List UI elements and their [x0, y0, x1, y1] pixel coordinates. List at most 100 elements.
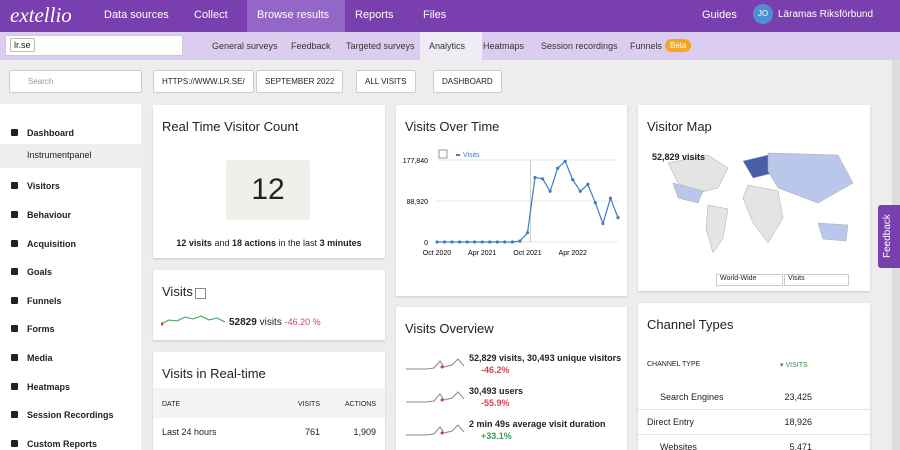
- visits-line: 52829 visits -46.20 %: [229, 317, 321, 328]
- sidebar-item[interactable]: Media: [27, 353, 53, 363]
- card-title: Visits Over Time: [405, 119, 500, 134]
- x-tick-label: Apr 2022: [559, 250, 588, 257]
- point: [495, 240, 499, 244]
- sidebar-icon: [11, 411, 18, 418]
- sidebar-item[interactable]: Goals: [27, 267, 53, 277]
- visits-card: Visits 52829 visits -46.20 %: [153, 270, 385, 340]
- td: 5,471: [789, 442, 812, 450]
- overview-change: -46.2%: [481, 365, 510, 375]
- point: [616, 216, 620, 220]
- y-tick-label: 0: [424, 240, 428, 247]
- summary-text: and: [214, 238, 230, 248]
- th-text: VISITS: [785, 362, 808, 369]
- nav-item[interactable]: Files: [423, 9, 447, 21]
- map-select[interactable]: World-Wide: [716, 274, 783, 286]
- card-title: Channel Types: [647, 317, 734, 332]
- sparkline: [161, 315, 226, 326]
- th: VISITS: [297, 401, 320, 408]
- toolbar-button[interactable]: DASHBOARD: [433, 70, 502, 93]
- toolbar-button[interactable]: HTTPS://WWW.LR.SE/: [153, 70, 254, 93]
- sparkline: [406, 358, 464, 370]
- map-select[interactable]: Visits: [784, 274, 849, 286]
- td: 1,909: [353, 427, 376, 437]
- user-name[interactable]: Läramas Riksförbund: [778, 9, 874, 20]
- tab[interactable]: General surveys: [212, 41, 278, 51]
- tab-active-bg: [420, 32, 482, 60]
- sidebar-item[interactable]: Forms: [27, 324, 55, 334]
- sidebar-icon: [11, 325, 18, 332]
- nav-item[interactable]: Data sources: [104, 9, 169, 21]
- point: [510, 240, 515, 244]
- tab[interactable]: Funnels: [630, 41, 663, 51]
- point: [533, 175, 537, 180]
- tab[interactable]: Heatmaps: [483, 41, 525, 51]
- sparkline: [406, 391, 464, 403]
- sidebar-icon: [11, 354, 18, 361]
- card-title: Visitor Map: [647, 119, 712, 134]
- sidebar-icon: [11, 129, 18, 136]
- sidebar-item[interactable]: Visitors: [27, 181, 60, 191]
- overview-card: Visits Overview 52,829 visits, 30,493 un…: [396, 307, 627, 450]
- top-nav: extellio Data sources Collect Browse resul…: [0, 0, 900, 32]
- sidebar-icon: [11, 211, 18, 218]
- td: 18,926: [784, 417, 812, 427]
- toolbar-button[interactable]: ALL VISITS: [356, 70, 416, 93]
- point: [488, 240, 492, 244]
- sidebar-item[interactable]: Funnels: [27, 296, 62, 306]
- sidebar-item[interactable]: Acquisition: [27, 239, 76, 249]
- nav-item[interactable]: Browse results: [257, 9, 330, 21]
- guides[interactable]: Guides: [702, 9, 737, 21]
- icon: [195, 288, 206, 299]
- visits-value: 52829: [229, 317, 257, 328]
- x-tick-label: Oct 2021: [513, 250, 542, 257]
- point: [578, 189, 582, 193]
- nav-active-bg: [247, 0, 345, 32]
- toolbar-button[interactable]: SEPTEMBER 2022: [256, 70, 344, 93]
- line-chart: 0 88,920 177,840 Oct 2020 Apr 2021 Oct 2021 Ap…: [403, 149, 620, 257]
- sidebar-item[interactable]: Behaviour: [27, 210, 72, 220]
- avatar[interactable]: JO: [753, 4, 773, 24]
- filter-chip[interactable]: lr.se: [10, 38, 35, 52]
- point: [525, 231, 530, 235]
- filter-input[interactable]: lr.se: [5, 35, 183, 56]
- td: Search Engines: [660, 392, 724, 402]
- sidebar-icon: [11, 268, 18, 275]
- brand[interactable]: extellio: [10, 3, 72, 27]
- feedback-label[interactable]: Feedback: [882, 214, 893, 258]
- sidebar-item[interactable]: Dashboard: [27, 128, 75, 138]
- sidebar-icon: [11, 440, 18, 447]
- beta-badge: Beta: [665, 39, 692, 52]
- tab[interactable]: Session recordings: [541, 41, 618, 51]
- point: [458, 240, 462, 244]
- point: [435, 240, 439, 244]
- tab[interactable]: Feedback: [291, 41, 331, 51]
- legend-icon: [438, 149, 448, 159]
- tab[interactable]: Analytics: [429, 41, 466, 51]
- point: [450, 240, 454, 244]
- point: [571, 178, 575, 182]
- point: [442, 240, 447, 244]
- sidebar-item[interactable]: Custom Reports: [27, 439, 98, 449]
- td: Websites: [660, 442, 697, 450]
- visits-over-time-card: Visits Over Time 0 88,920 177,840 Oct 2020 A…: [396, 105, 627, 296]
- nav-item[interactable]: Collect: [194, 9, 228, 21]
- feedback-tab[interactable]: Feedback: [878, 205, 900, 268]
- sidebar-item[interactable]: Session Recordings: [27, 410, 114, 420]
- realtime-table-card: Visits in Real-time DATE VISITS ACTIONS …: [153, 352, 385, 450]
- card-title: Visits: [162, 284, 193, 299]
- tab[interactable]: Targeted surveys: [346, 41, 415, 51]
- sidebar-sub-item[interactable]: Instrumentpanel: [27, 150, 92, 160]
- nav-item[interactable]: Reports: [355, 9, 394, 21]
- td: Last 24 hours: [162, 427, 217, 437]
- th: ACTIONS: [344, 401, 376, 408]
- search-box[interactable]: Search: [9, 70, 142, 93]
- point: [548, 189, 552, 193]
- sidebar-icon: [11, 182, 18, 189]
- x-tick-label: Apr 2021: [468, 250, 497, 257]
- card-title: Visits Overview: [405, 321, 494, 336]
- search-placeholder: Search: [28, 77, 54, 86]
- point: [480, 240, 484, 244]
- sidebar-item[interactable]: Heatmaps: [27, 382, 71, 392]
- overview-text: 2 min 49s average visit duration: [469, 419, 606, 429]
